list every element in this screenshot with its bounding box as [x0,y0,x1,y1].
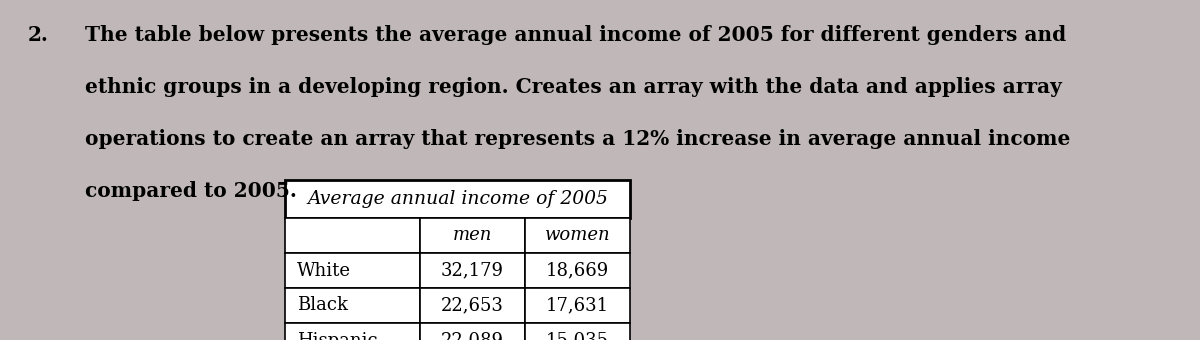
Text: operations to create an array that represents a 12% increase in average annual i: operations to create an array that repre… [85,129,1070,149]
Text: 22,089: 22,089 [442,332,504,340]
Text: compared to 2005.: compared to 2005. [85,181,296,201]
Text: 15,035: 15,035 [546,332,610,340]
Text: 17,631: 17,631 [546,296,610,315]
Bar [420,218,526,253]
Bar [420,288,526,323]
Bar [526,253,630,288]
Bar [286,288,420,323]
Bar [526,323,630,340]
Bar [420,323,526,340]
Text: 22,653: 22,653 [442,296,504,315]
Text: women: women [545,226,611,244]
Bar [286,323,420,340]
Text: Average annual income of 2005: Average annual income of 2005 [307,190,608,208]
Text: White: White [298,261,352,279]
Text: Black: Black [298,296,348,315]
Bar [286,253,420,288]
Bar [526,288,630,323]
Text: Hispanic: Hispanic [298,332,378,340]
Bar [526,218,630,253]
Bar [286,218,420,253]
Text: The table below presents the average annual income of 2005 for different genders: The table below presents the average ann… [85,25,1067,45]
Text: ethnic groups in a developing region. Creates an array with the data and applies: ethnic groups in a developing region. Cr… [85,77,1062,97]
Text: 18,669: 18,669 [546,261,610,279]
Text: 32,179: 32,179 [442,261,504,279]
Text: 2.: 2. [28,25,49,45]
Bar [286,180,630,218]
Bar [420,253,526,288]
Text: men: men [452,226,492,244]
